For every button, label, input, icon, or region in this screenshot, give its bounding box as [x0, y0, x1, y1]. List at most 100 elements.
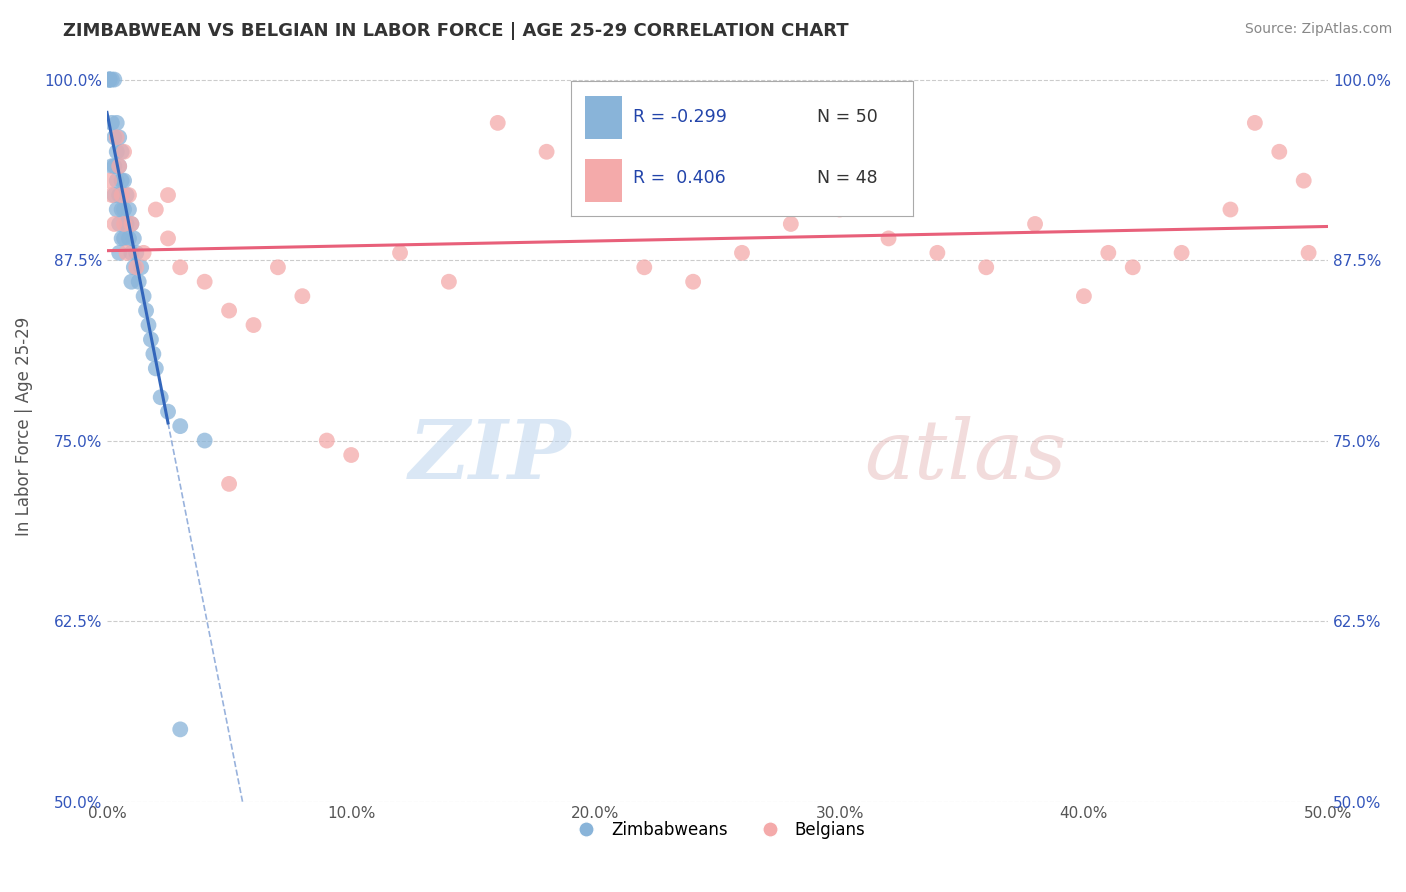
Point: [1219, 202, 1241, 217]
Point: [169, 260, 191, 275]
Point: [1073, 289, 1095, 303]
Point: [108, 245, 131, 260]
Point: [291, 289, 314, 303]
Point: [1024, 217, 1046, 231]
Point: [101, 72, 124, 87]
Point: [105, 116, 128, 130]
Point: [536, 145, 558, 159]
Point: [105, 174, 128, 188]
Point: [118, 202, 141, 217]
Point: [120, 217, 142, 231]
Point: [103, 188, 125, 202]
Y-axis label: In Labor Force | Age 25-29: In Labor Force | Age 25-29: [15, 317, 32, 536]
Point: [120, 217, 142, 231]
Point: [169, 419, 191, 434]
Point: [731, 245, 754, 260]
Point: [101, 188, 124, 202]
Text: ZIP: ZIP: [408, 417, 571, 496]
Point: [1268, 145, 1291, 159]
Point: [120, 275, 142, 289]
Point: [120, 245, 142, 260]
Point: [1292, 174, 1315, 188]
Point: [112, 217, 135, 231]
Text: atlas: atlas: [865, 417, 1067, 496]
Point: [927, 245, 949, 260]
Point: [129, 260, 152, 275]
Legend: Zimbabweans, Belgians: Zimbabweans, Belgians: [562, 814, 872, 846]
Point: [135, 303, 157, 318]
Point: [139, 333, 162, 347]
Point: [218, 476, 240, 491]
Point: [98, 72, 121, 87]
Point: [98, 72, 121, 87]
Point: [682, 275, 704, 289]
Point: [112, 202, 135, 217]
Point: [101, 159, 124, 173]
Point: [108, 159, 131, 173]
Point: [157, 405, 180, 419]
Point: [108, 217, 131, 231]
Point: [138, 318, 160, 332]
Point: [125, 245, 148, 260]
Point: [105, 130, 128, 145]
Point: [111, 202, 134, 217]
Point: [98, 174, 121, 188]
Point: [98, 72, 121, 87]
Point: [1122, 260, 1144, 275]
Point: [145, 361, 167, 376]
Point: [115, 245, 138, 260]
Point: [98, 72, 121, 87]
Point: [118, 231, 141, 245]
Point: [583, 174, 606, 188]
Point: [242, 318, 264, 332]
Point: [149, 390, 172, 404]
Point: [111, 231, 134, 245]
Point: [112, 145, 135, 159]
Point: [111, 174, 134, 188]
Point: [101, 116, 124, 130]
Point: [1298, 245, 1320, 260]
Point: [108, 188, 131, 202]
Point: [315, 434, 337, 448]
Point: [115, 188, 138, 202]
Point: [1170, 245, 1192, 260]
Point: [267, 260, 290, 275]
Point: [132, 289, 155, 303]
Point: [218, 303, 240, 318]
Point: [111, 188, 134, 202]
Point: [779, 217, 801, 231]
Point: [125, 260, 148, 275]
Point: [157, 188, 180, 202]
Point: [1244, 116, 1267, 130]
Point: [103, 159, 125, 173]
Point: [157, 231, 180, 245]
Point: [111, 145, 134, 159]
Point: [877, 231, 900, 245]
Point: [118, 188, 141, 202]
Point: [112, 231, 135, 245]
Point: [194, 275, 217, 289]
Text: ZIMBABWEAN VS BELGIAN IN LABOR FORCE | AGE 25-29 CORRELATION CHART: ZIMBABWEAN VS BELGIAN IN LABOR FORCE | A…: [63, 22, 849, 40]
Point: [105, 145, 128, 159]
Point: [112, 174, 135, 188]
Point: [828, 202, 851, 217]
Point: [633, 260, 655, 275]
Point: [145, 202, 167, 217]
Point: [132, 245, 155, 260]
Point: [103, 130, 125, 145]
Point: [122, 260, 145, 275]
Point: [194, 434, 217, 448]
Point: [486, 116, 509, 130]
Point: [128, 275, 150, 289]
Point: [1097, 245, 1119, 260]
Point: [142, 347, 165, 361]
Point: [108, 130, 131, 145]
Point: [105, 202, 128, 217]
Point: [103, 217, 125, 231]
Point: [115, 217, 138, 231]
Point: [974, 260, 997, 275]
Point: [103, 72, 125, 87]
Text: Source: ZipAtlas.com: Source: ZipAtlas.com: [1244, 22, 1392, 37]
Point: [169, 723, 191, 737]
Point: [437, 275, 460, 289]
